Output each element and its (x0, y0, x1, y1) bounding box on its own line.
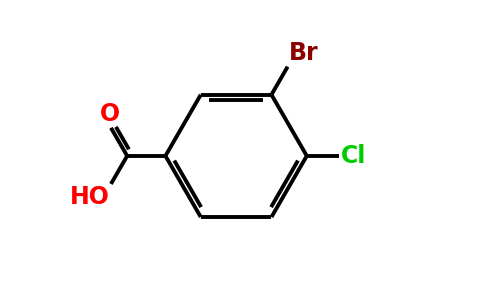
Text: HO: HO (70, 185, 109, 209)
Text: O: O (99, 102, 120, 126)
Text: Br: Br (289, 41, 319, 65)
Text: Cl: Cl (341, 144, 366, 168)
